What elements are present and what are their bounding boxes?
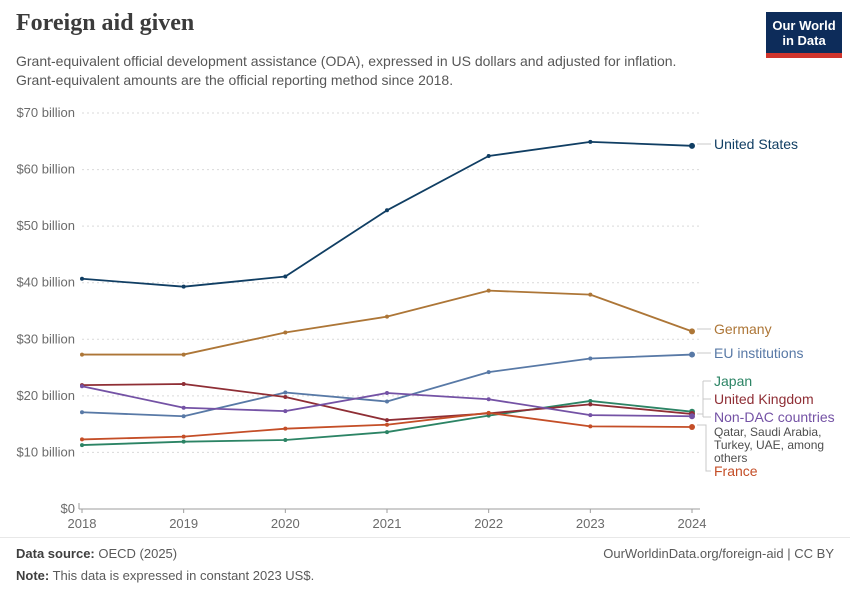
data-point [385,418,389,423]
y-tick-label: $0 [61,501,75,516]
data-point [283,274,288,279]
data-point [181,352,186,357]
footer-note-label: Note: [16,568,50,583]
data-point [80,437,84,442]
x-tick-label: 2021 [373,516,402,531]
data-point [283,409,288,414]
footer-source-label: Data source: [16,546,95,561]
data-point [385,399,389,404]
y-tick-label: $60 billion [16,162,75,177]
data-point [80,410,84,415]
data-point [486,397,491,402]
data-point [385,430,389,435]
data-point [181,381,186,386]
series-label-united-states: United States [714,136,799,152]
series-labels: United States Germany EU institutions Ja… [0,95,850,540]
subtitle-line-2: Grant-equivalent amounts are the officia… [16,72,454,88]
data-point [181,439,186,444]
x-tick-label: 2019 [169,516,198,531]
data-point [181,284,186,289]
data-point [80,352,84,357]
axes-layer: 2018 2019 2020 2021 2022 2023 2024 [68,503,707,531]
footer-link[interactable]: OurWorldinData.org/foreign-aid | CC BY [603,546,834,561]
footer-note: Note: This data is expressed in constant… [16,568,834,583]
series-layer [80,139,695,448]
series-label-eu-institutions: EU institutions [714,345,804,361]
series-label-japan: Japan [714,373,753,389]
line-chart-canvas: $0 $10 billion $20 billion $30 billion $40 b… [16,105,711,531]
y-tick-label: $20 billion [16,388,75,403]
series-label-france: France [714,463,758,479]
series-label-germany: Germany [714,321,772,337]
x-tick-label: 2023 [576,516,605,531]
x-tick-label: 2020 [271,516,300,531]
data-point [385,391,389,396]
y-tick-label: $50 billion [16,218,75,233]
data-point [181,414,186,419]
data-point [385,314,389,319]
footer-source-value: OECD (2025) [94,546,178,561]
data-point [588,424,593,429]
y-tick-label: $10 billion [16,444,75,459]
owid-logo-line-2: in Data [782,33,826,48]
data-point [689,413,695,420]
data-point [689,423,695,430]
data-point [385,422,389,427]
x-tick-label: 2018 [68,516,97,531]
data-point [80,443,84,448]
footer-note-value: This data is expressed in constant 2023 … [49,568,315,583]
subtitle-line-1: Grant-equivalent official development as… [16,53,677,69]
data-point [588,292,593,297]
data-point [181,405,186,410]
x-tick-label: 2024 [678,516,707,531]
y-tick-label: $70 billion [16,105,75,120]
x-tick-label: 2022 [474,516,503,531]
data-point [283,390,288,395]
data-point [689,142,695,149]
footer-source: Data source: OECD (2025) [16,546,177,561]
data-point [80,276,84,281]
chart-footer: Data source: OECD (2025) OurWorldinData.… [0,537,850,583]
connector-cluster [697,380,711,418]
connector-france [697,424,711,472]
data-point [588,398,593,403]
page-title: Foreign aid given [16,10,195,36]
data-point [588,139,593,144]
data-point [181,434,186,439]
data-point [283,330,288,335]
data-point [486,410,491,415]
data-point [283,437,288,442]
owid-logo-line-1: Our World [772,18,836,33]
y-tick-label: $40 billion [16,275,75,290]
page-subtitle: Grant-equivalent official development as… [16,52,676,90]
owid-logo: Our World in Data [766,12,842,58]
data-point [486,370,491,375]
data-point [689,328,695,335]
data-point [486,154,491,159]
series-label-non-dac: Non-DAC countries [714,409,835,425]
data-point [283,426,288,431]
series-note-non-dac: Qatar, Saudi Arabia, Turkey, UAE, among … [714,425,825,465]
data-point [588,356,593,361]
label-connectors [697,143,711,472]
y-tick-label: $30 billion [16,331,75,346]
data-point [385,208,389,213]
gridlines-layer: $0 $10 billion $20 billion $30 billion $40 b… [16,105,702,516]
data-point [588,402,593,407]
series-label-united-kingdom: United Kingdom [714,391,814,407]
data-point [80,384,84,389]
data-point [486,288,491,293]
data-point [588,413,593,418]
data-point [283,394,288,399]
data-point [689,351,695,358]
